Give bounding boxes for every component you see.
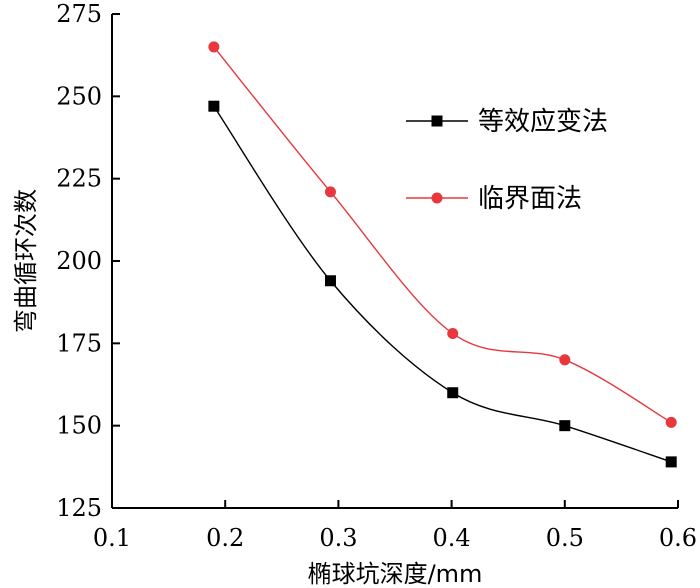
- data-point: [447, 327, 459, 339]
- y-tick-label: 200: [56, 247, 102, 275]
- x-tick-label: 0.5: [546, 524, 584, 552]
- data-point: [559, 354, 571, 366]
- x-tick-label: 0.1: [93, 524, 131, 552]
- y-axis: 125 150 175 200 225 250 275: [56, 0, 120, 522]
- plot-area: [111, 14, 678, 509]
- x-axis-title: 椭球坑深度/mm: [308, 560, 483, 588]
- series-2: [208, 41, 677, 428]
- x-axis: 0.1 0.2 0.3 0.4 0.5 0.6: [93, 500, 697, 552]
- data-point: [559, 420, 571, 432]
- series-layer: [208, 41, 677, 468]
- data-point: [665, 416, 677, 428]
- data-point: [208, 41, 220, 53]
- legend-label: 等效应变法: [478, 107, 608, 137]
- x-tick-label: 0.3: [319, 524, 357, 552]
- x-tick-label: 0.4: [433, 524, 471, 552]
- y-tick-label: 250: [56, 82, 102, 110]
- legend-marker: [431, 115, 443, 127]
- data-point: [324, 275, 336, 287]
- data-point: [665, 456, 677, 468]
- series-line: [213, 105, 672, 463]
- legend-item-1: 等效应变法: [406, 107, 608, 137]
- series-line: [213, 46, 672, 423]
- data-point: [324, 186, 336, 198]
- y-tick-label: 275: [56, 0, 102, 28]
- legend-item-2: 临界面法: [406, 184, 582, 214]
- data-point: [447, 387, 459, 399]
- x-tick-label: 0.2: [206, 524, 244, 552]
- series-1: [208, 100, 677, 468]
- legend-label: 临界面法: [478, 184, 582, 214]
- x-tick-label: 0.6: [659, 524, 697, 552]
- y-tick-label: 175: [56, 329, 102, 357]
- y-axis-title: 弯曲循环次数: [12, 189, 40, 333]
- y-tick-label: 225: [56, 165, 102, 193]
- y-tick-label: 150: [56, 412, 102, 440]
- legend-marker: [431, 192, 443, 204]
- y-tick-label: 125: [56, 494, 102, 522]
- data-point: [208, 100, 220, 112]
